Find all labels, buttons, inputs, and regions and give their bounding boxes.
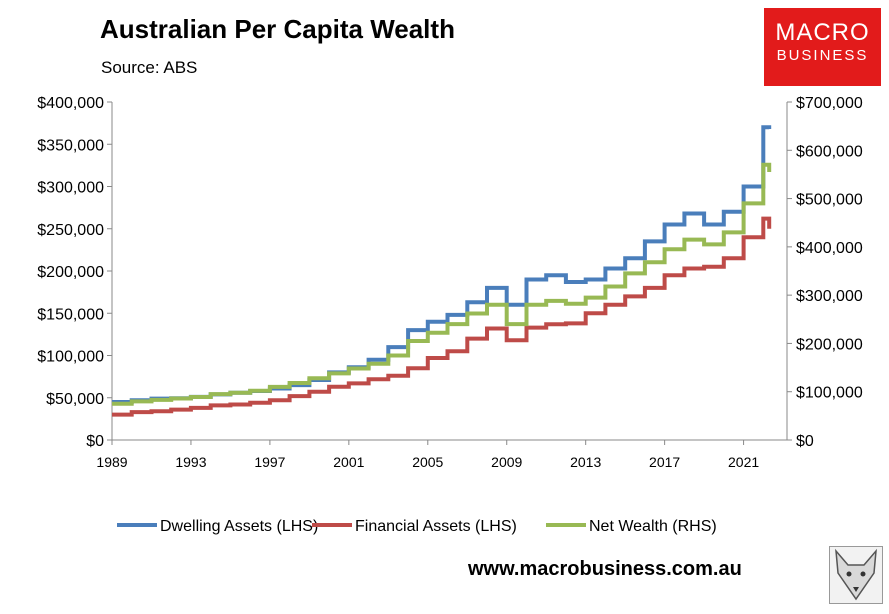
fox-logo-icon bbox=[829, 546, 883, 604]
right-axis-tick-label: $300,000 bbox=[796, 288, 863, 305]
series-line-financial-assets-lhs bbox=[112, 216, 772, 417]
right-axis-tick-label: $700,000 bbox=[796, 95, 863, 112]
series-line-net-wealth-rhs bbox=[112, 162, 772, 406]
legend-label: Dwelling Assets (LHS) bbox=[160, 518, 318, 535]
left-axis-tick-label: $200,000 bbox=[37, 264, 104, 281]
chart-title: Australian Per Capita Wealth bbox=[100, 14, 455, 44]
left-axis-tick-label: $50,000 bbox=[46, 391, 104, 408]
series-line-dwelling-assets-lhs bbox=[112, 125, 772, 404]
right-axis-tick-label: $500,000 bbox=[796, 192, 863, 209]
x-axis-tick-label: 1997 bbox=[254, 454, 285, 470]
left-axis-tick-label: $350,000 bbox=[37, 137, 104, 154]
left-axis-tick-label: $0 bbox=[86, 433, 104, 450]
website-link[interactable]: www.macrobusiness.com.au bbox=[468, 558, 742, 580]
legend-label: Financial Assets (LHS) bbox=[355, 518, 517, 535]
left-axis-tick-label: $100,000 bbox=[37, 349, 104, 366]
logo-line-1: MACRO bbox=[775, 19, 870, 46]
right-axis-tick-label: $0 bbox=[796, 433, 814, 450]
logo-line-2: BUSINESS bbox=[776, 47, 869, 64]
x-axis-tick-label: 2017 bbox=[649, 454, 680, 470]
right-axis-tick-label: $400,000 bbox=[796, 240, 863, 257]
x-axis-tick-label: 1989 bbox=[96, 454, 127, 470]
right-axis-tick-label: $200,000 bbox=[796, 336, 863, 353]
x-axis-tick-label: 2005 bbox=[412, 454, 443, 470]
right-axis-tick-label: $600,000 bbox=[796, 143, 863, 160]
x-axis-tick-label: 2021 bbox=[728, 454, 759, 470]
macrobusiness-logo[interactable]: MACRO BUSINESS bbox=[764, 8, 881, 86]
x-axis-tick-label: 2001 bbox=[333, 454, 364, 470]
left-axis-tick-label: $250,000 bbox=[37, 222, 104, 239]
x-axis-tick-label: 2013 bbox=[570, 454, 601, 470]
legend-label: Net Wealth (RHS) bbox=[589, 518, 717, 535]
chart-source: Source: ABS bbox=[101, 58, 198, 77]
x-axis-tick-label: 2009 bbox=[491, 454, 522, 470]
right-axis-tick-label: $100,000 bbox=[796, 385, 863, 402]
x-axis-tick-label: 1993 bbox=[175, 454, 206, 470]
left-axis-tick-label: $400,000 bbox=[37, 95, 104, 112]
left-axis-tick-label: $300,000 bbox=[37, 180, 104, 197]
left-axis-tick-label: $150,000 bbox=[37, 306, 104, 323]
